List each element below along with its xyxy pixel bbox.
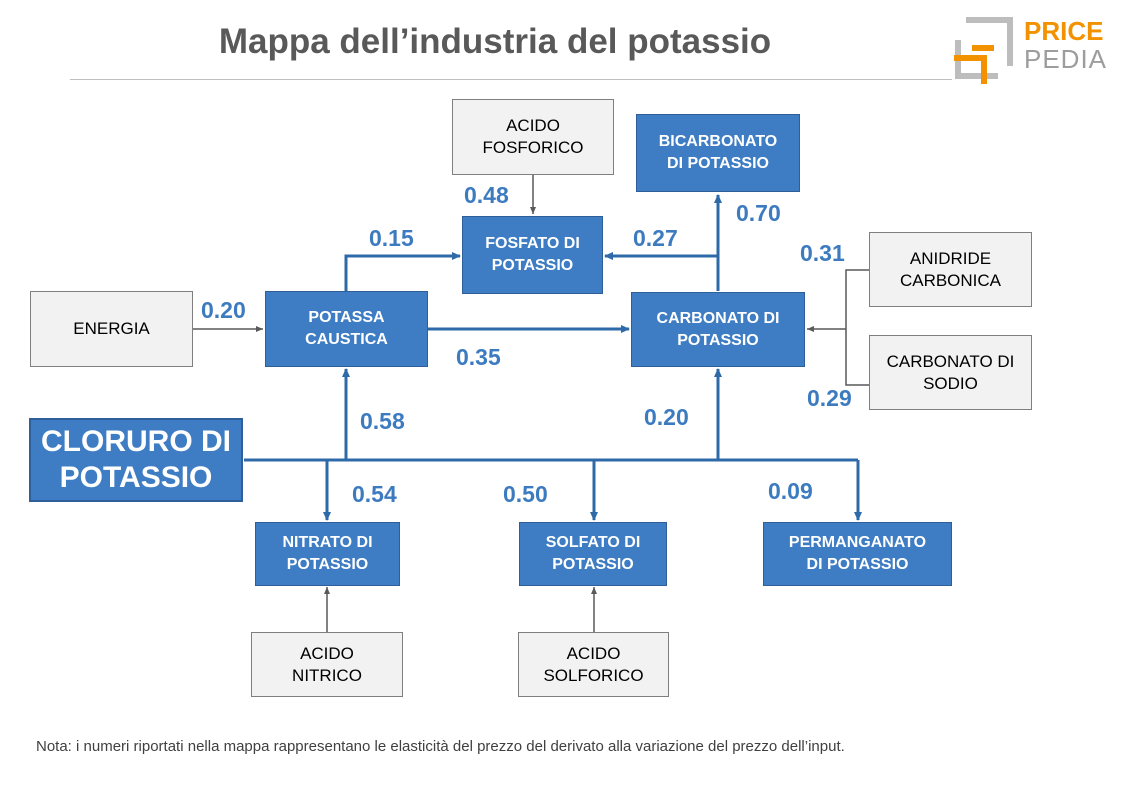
logo-mark-icon [954,17,1013,84]
elasticity-cloruro-nitrato: 0.54 [352,481,397,507]
elasticity-acido-fosforico-fosfato: 0.48 [464,182,509,208]
elasticity-carbonato-fosfato: 0.27 [633,225,678,251]
elasticity-energia-potassa: 0.20 [201,297,246,323]
elasticity-anidride-carbonato: 0.31 [800,240,845,266]
pricepedia-logo: PRICE PEDIA [952,14,1112,86]
elasticity-carbonato-bicarbonato: 0.70 [736,200,781,226]
logo-text-price: PRICE [1024,16,1104,46]
elasticity-potassa-fosfato: 0.15 [369,225,414,251]
arrow-carbonato-fosfato [604,252,720,291]
node-acido-nitrico: ACIDO NITRICO [251,632,403,697]
title-divider [70,79,952,80]
node-permanganato-di-potassio: PERMANGANATO DI POTASSIO [763,522,952,586]
arrow-potassa-fosfato [344,252,461,291]
node-acido-fosforico: ACIDO FOSFORICO [452,99,614,175]
node-energia: ENERGIA [30,291,193,367]
footnote: Nota: i numeri riportati nella mappa rap… [36,738,845,755]
logo-text-pedia: PEDIA [1024,44,1108,74]
elasticity-cloruro-permanganato: 0.09 [768,478,813,504]
arrow-anidride-sodio-carbonato [807,269,869,386]
node-carbonato-di-sodio: CARBONATO DI SODIO [869,335,1032,410]
node-acido-solforico: ACIDO SOLFORICO [518,632,669,697]
node-anidride-carbonica: ANIDRIDE CARBONICA [869,232,1032,307]
node-potassa-caustica: POTASSA CAUSTICA [265,291,428,367]
page-title: Mappa dell’industria del potassio [218,22,772,61]
elasticity-cloruro-solfato: 0.50 [503,481,548,507]
node-bicarbonato-di-potassio: BICARBONATO DI POTASSIO [636,114,800,192]
elasticity-potassa-carbonato: 0.35 [456,344,501,370]
node-fosfato-di-potassio: FOSFATO DI POTASSIO [462,216,603,294]
elasticity-sodio-carbonato: 0.29 [807,385,852,411]
node-nitrato-di-potassio: NITRATO DI POTASSIO [255,522,400,586]
elasticity-cloruro-carbonato: 0.20 [644,404,689,430]
node-solfato-di-potassio: SOLFATO DI POTASSIO [519,522,667,586]
node-cloruro-di-potassio: CLORURO DI POTASSIO [29,418,243,502]
node-carbonato-di-potassio: CARBONATO DI POTASSIO [631,292,805,367]
elasticity-cloruro-potassa: 0.58 [360,408,405,434]
